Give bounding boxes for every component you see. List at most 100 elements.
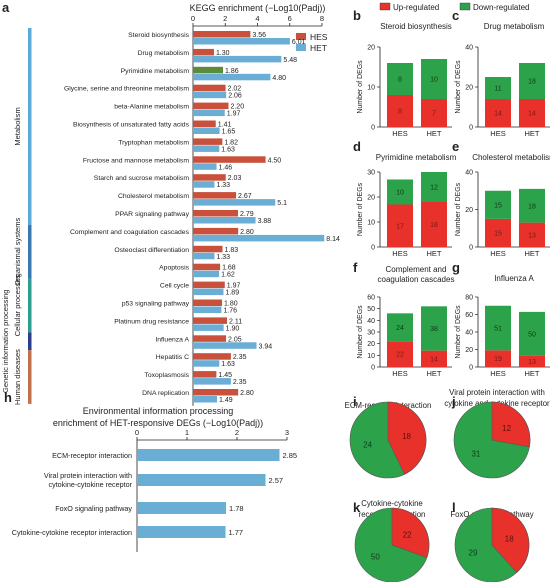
y-tick-label: 0 xyxy=(469,125,473,132)
subplot-title: Drug metabolism xyxy=(484,22,545,31)
bar-HET xyxy=(193,234,325,242)
x-category-label: HET xyxy=(427,369,442,378)
category-label: Hepatitis C xyxy=(156,354,189,361)
category-label: Biosynthesis of unsaturated fatty acids xyxy=(73,122,190,129)
bar-up xyxy=(485,350,511,367)
category-label: DNA replication xyxy=(142,390,189,397)
x-category-label: HES xyxy=(490,369,505,378)
bar-HET xyxy=(193,288,224,296)
y-axis-label: Number of DEGs xyxy=(357,60,364,114)
data-label-HES: 3.56 xyxy=(252,32,266,39)
bar-up xyxy=(485,99,511,127)
pie-down-label: 29 xyxy=(469,548,478,557)
bar-up xyxy=(519,355,545,367)
bar-down xyxy=(485,305,511,351)
bar-HET xyxy=(193,109,225,117)
data-label-HES: 2.80 xyxy=(240,390,254,397)
bar-up xyxy=(421,350,447,367)
bar xyxy=(137,526,226,538)
bar-up xyxy=(485,218,511,247)
axis-title: enrichment of HET-responsive DEGs (−Log1… xyxy=(53,418,263,428)
pie-slice-up xyxy=(391,507,430,559)
category-label: Starch and sucrose metabolism xyxy=(94,175,190,182)
bar-up xyxy=(519,222,545,247)
bar-up xyxy=(387,204,413,247)
data-label-HES: 1.41 xyxy=(218,122,232,129)
data-label-HES: 2.03 xyxy=(228,175,242,182)
y-tick-label: 50 xyxy=(367,306,375,313)
bar-HET xyxy=(193,181,215,188)
category-label: Influenza A xyxy=(155,336,189,343)
y-tick-label: 80 xyxy=(465,295,473,302)
pie-slice-up xyxy=(387,401,427,475)
group-bar xyxy=(28,224,32,279)
y-axis-label: Number of DEGs xyxy=(455,305,462,359)
x-category-label: HET xyxy=(525,129,540,138)
bar xyxy=(137,449,280,461)
data-label-HET: 4.80 xyxy=(272,75,286,82)
bar-down-label: 51 xyxy=(494,326,502,333)
data-label-HES: 2.80 xyxy=(240,229,254,236)
y-tick-label: 10 xyxy=(367,353,375,360)
x-tick-label: 8 xyxy=(320,14,324,23)
data-label-HES: 1.45 xyxy=(218,372,232,379)
category-label: Glycine, serine and threonine metabolism xyxy=(64,86,189,93)
panel-letter: j xyxy=(451,394,456,409)
group-label: Cellular processes xyxy=(13,274,22,336)
bar-HET xyxy=(193,378,231,385)
bar-HES xyxy=(193,102,229,110)
bar-HET xyxy=(193,306,222,313)
y-axis-label: Number of DEGs xyxy=(455,182,462,236)
bar-up xyxy=(387,95,413,127)
y-tick-label: 0 xyxy=(371,365,375,372)
panel-letter: b xyxy=(353,8,361,23)
panel-letter: l xyxy=(452,500,456,515)
y-tick-label: 0 xyxy=(469,245,473,252)
y-axis-label: Number of DEGs xyxy=(357,305,364,359)
pie-down-label: 50 xyxy=(371,553,380,562)
legend-swatch xyxy=(459,2,471,11)
pie-up-label: 18 xyxy=(402,432,411,441)
bar xyxy=(137,474,266,486)
data-label-HES: 1.97 xyxy=(227,283,241,290)
y-tick-label: 10 xyxy=(367,85,375,92)
y-tick-label: 20 xyxy=(465,347,473,354)
category-label: Drug metabolism xyxy=(138,50,190,57)
bar-HES xyxy=(193,299,223,306)
bar-down xyxy=(485,77,511,99)
bar-up-label: 13 xyxy=(528,232,536,239)
group-label: Human diseases xyxy=(13,349,22,405)
bar-HET xyxy=(193,324,224,331)
data-label-HET: 5.48 xyxy=(283,57,297,64)
x-tick-label: 1 xyxy=(185,428,189,437)
panel-letter: c xyxy=(452,8,459,23)
data-label-HES: 2.20 xyxy=(230,104,244,111)
y-tick-label: 40 xyxy=(465,170,473,177)
bar-up-label: 15 xyxy=(494,230,502,237)
data-label-HES: 2.02 xyxy=(228,86,242,93)
category-label: Osteoclast differentiation xyxy=(114,247,189,254)
bar-up-label: 17 xyxy=(396,223,404,230)
category-label: p53 signaling pathway xyxy=(122,301,190,308)
bar-HES xyxy=(193,120,216,127)
subplot-title: coagulation cascades xyxy=(378,275,455,284)
legend-swatch xyxy=(379,2,391,11)
category-label: Cytokine-cytokine receptor interaction xyxy=(12,528,132,537)
bar-down xyxy=(421,172,447,202)
category-label: Viral protein interaction with xyxy=(44,471,132,480)
bar-down xyxy=(387,313,413,342)
category-label: FoxO signaling pathway xyxy=(55,504,132,513)
data-label-HET: 1.65 xyxy=(222,129,236,136)
x-category-label: HET xyxy=(525,369,540,378)
bar-HET xyxy=(193,270,220,278)
y-tick-label: 20 xyxy=(367,195,375,202)
bar-HES xyxy=(193,84,226,92)
y-axis-label: Number of DEGs xyxy=(357,182,364,236)
x-tick-label: 4 xyxy=(255,14,259,23)
bar-HES xyxy=(193,210,238,217)
group-label: Metabolism xyxy=(13,107,22,145)
bar-HES xyxy=(193,335,227,342)
category-label: Cell cycle xyxy=(160,283,189,290)
bar-down-label: 12 xyxy=(430,185,438,192)
x-category-label: HES xyxy=(392,129,407,138)
